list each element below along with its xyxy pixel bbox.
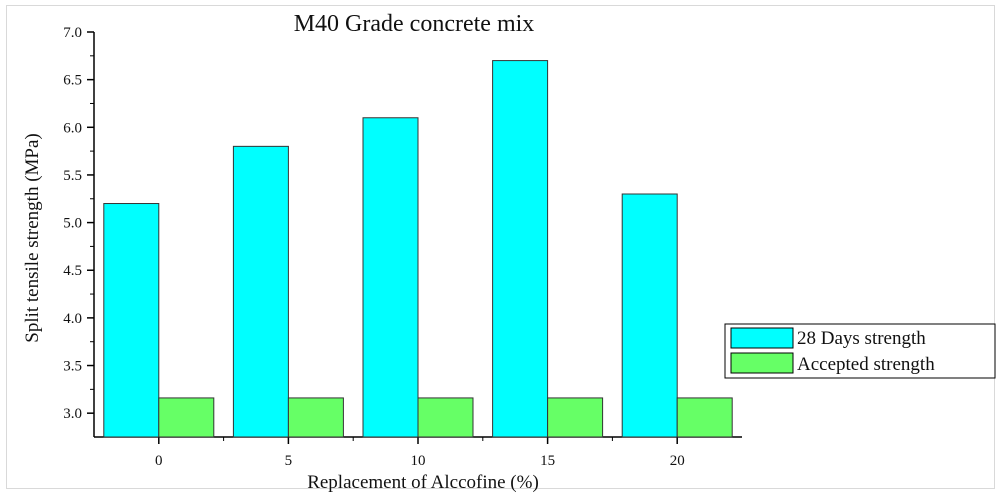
bar-accepted-strength bbox=[287, 397, 344, 438]
x-axis: 0 5 10 15 20 bbox=[155, 437, 685, 469]
bar-accepted-strength bbox=[158, 397, 215, 438]
y-tick-label: 6.0 bbox=[63, 120, 82, 136]
y-tick-label: 7.0 bbox=[63, 25, 82, 41]
plot-area: 3.0 3.5 4.0 4.5 5.0 5.5 6.0 6.5 7.0 0 5 10 15 20 bbox=[63, 25, 742, 469]
bar-accepted-strength bbox=[417, 397, 474, 438]
y-tick-label: 5.5 bbox=[63, 168, 82, 184]
bar-28-days-strength bbox=[492, 60, 549, 438]
x-tick-label: 0 bbox=[155, 453, 163, 469]
bars bbox=[103, 60, 733, 438]
bar-accepted-strength bbox=[547, 397, 604, 438]
chart-frame bbox=[6, 5, 995, 489]
x-axis-label: Replacement of Alccofine (%) bbox=[307, 472, 539, 493]
y-axis: 3.0 3.5 4.0 4.5 5.0 5.5 6.0 6.5 7.0 bbox=[63, 25, 94, 422]
legend-swatch-accepted bbox=[730, 352, 794, 374]
y-tick-label: 6.5 bbox=[63, 73, 82, 89]
bar-accepted-strength bbox=[676, 397, 733, 438]
x-tick-label: 10 bbox=[411, 453, 426, 469]
bar-28-days-strength bbox=[621, 193, 678, 438]
chart-title: M40 Grade concrete mix bbox=[294, 11, 535, 37]
x-tick-label: 15 bbox=[540, 453, 555, 469]
legend-label-accepted: Accepted strength bbox=[797, 354, 935, 375]
bar-28-days-strength bbox=[362, 117, 419, 438]
x-tick-label: 20 bbox=[670, 453, 685, 469]
legend-label-28-days: 28 Days strength bbox=[797, 328, 926, 349]
legend: 28 Days strength Accepted strength bbox=[724, 323, 996, 379]
x-tick-label: 5 bbox=[285, 453, 293, 469]
bar-28-days-strength bbox=[103, 203, 160, 438]
y-axis-label: Split tensile strength (MPa) bbox=[22, 133, 43, 343]
y-tick-label: 3.5 bbox=[63, 359, 82, 375]
y-tick-label: 5.0 bbox=[63, 216, 82, 232]
y-tick-label: 3.0 bbox=[63, 406, 82, 422]
legend-swatch-28-days bbox=[730, 327, 794, 349]
y-tick-label: 4.0 bbox=[63, 311, 82, 327]
y-tick-label: 4.5 bbox=[63, 263, 82, 279]
bar-28-days-strength bbox=[232, 145, 289, 438]
